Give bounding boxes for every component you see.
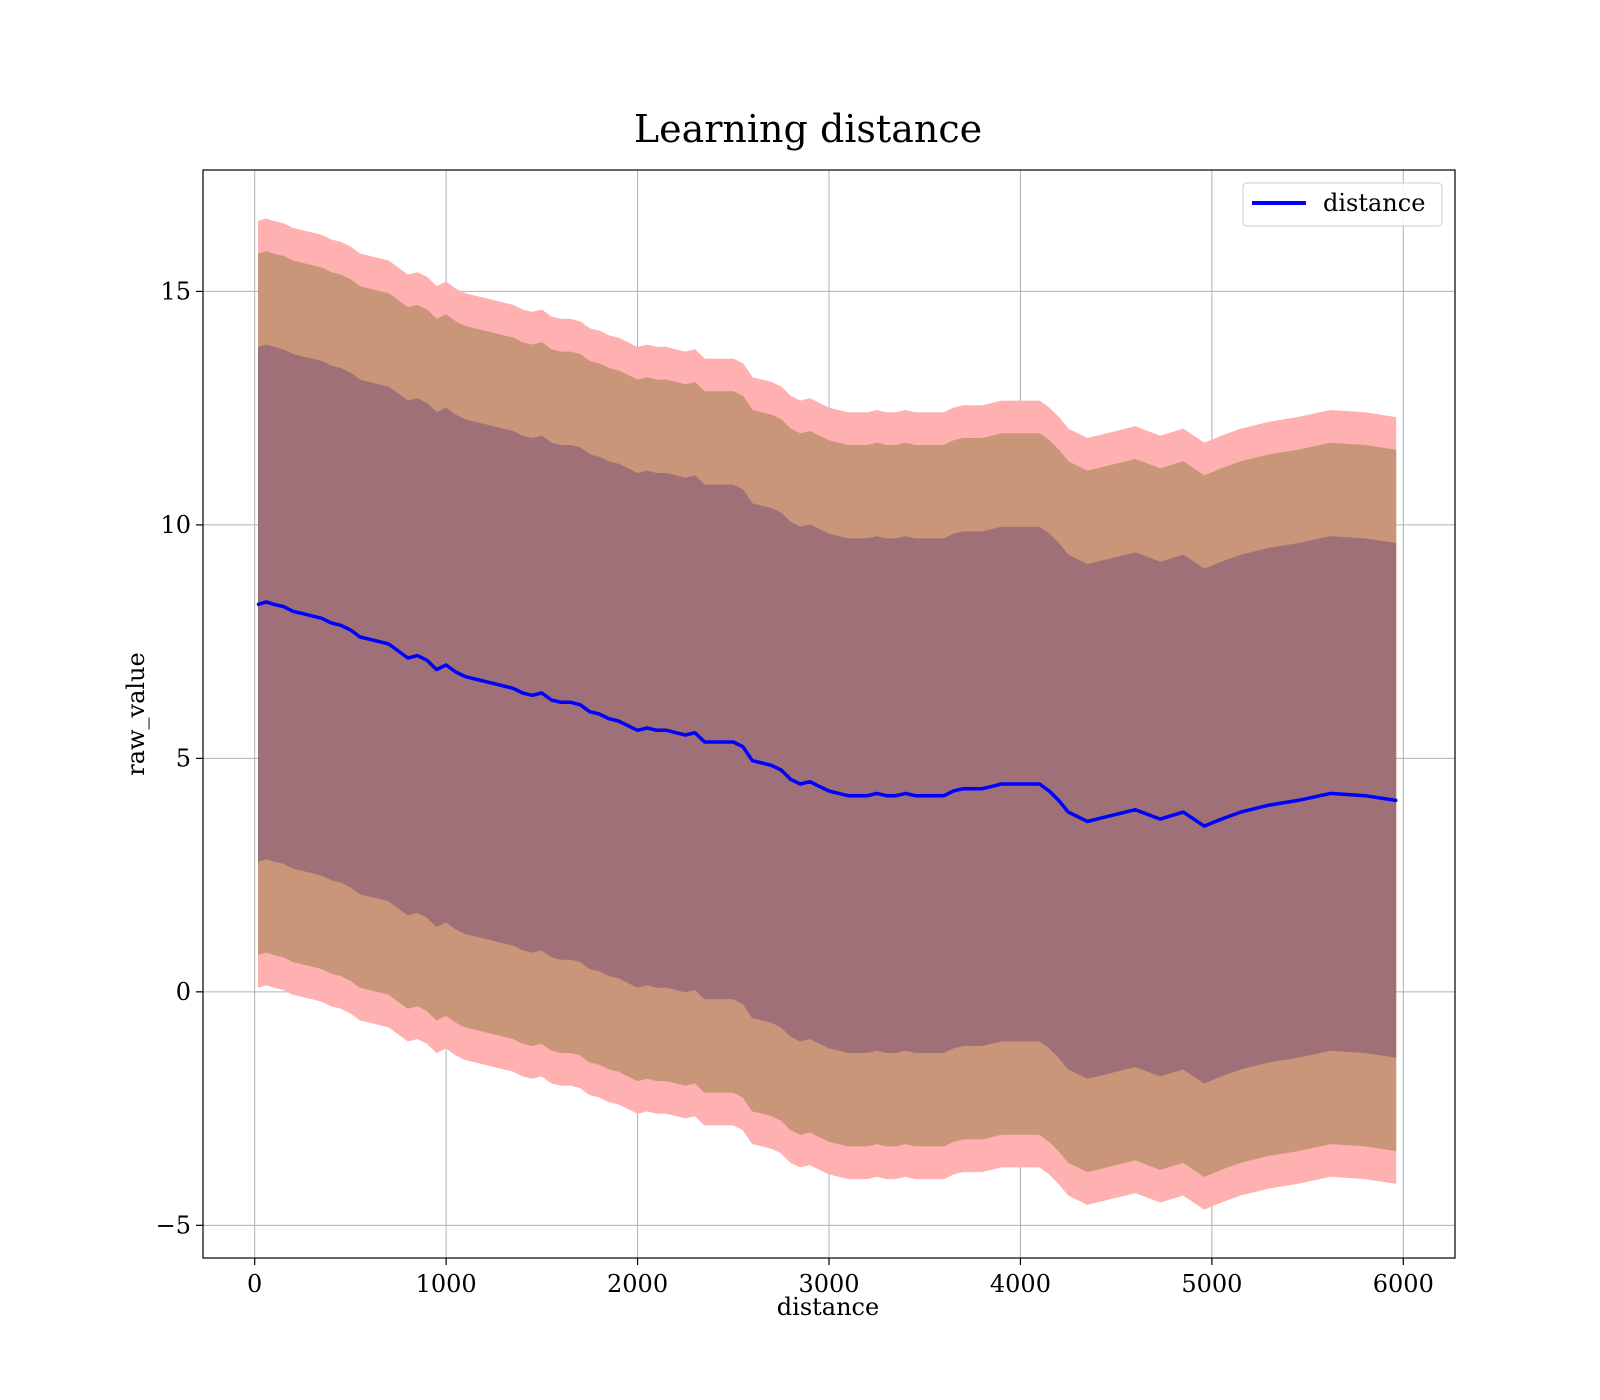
series-line-distance: [256, 600, 1398, 828]
x-tick-label: 1000: [416, 1270, 477, 1298]
x-tick-label: 0: [247, 1270, 262, 1298]
y-axis-ticks: −5 0 5 10 15: [156, 277, 203, 1239]
x-tick-label: 6000: [1373, 1270, 1434, 1298]
y-tick-label: 0: [176, 978, 191, 1006]
x-tick-label: 4000: [990, 1270, 1051, 1298]
y-tick-label: 10: [160, 511, 191, 539]
series-lines: [256, 600, 1398, 828]
y-tick-label: −5: [156, 1211, 191, 1239]
legend-box: [1242, 182, 1443, 227]
x-tick-label: 3000: [798, 1270, 859, 1298]
legend: distance: [1242, 182, 1443, 227]
x-axis-ticks: 0 1000 2000 3000 4000 5000 6000: [247, 1258, 1434, 1298]
x-axis-label: distance: [777, 1293, 879, 1321]
band-inner: [258, 344, 1397, 1084]
y-axis-label: raw_value: [122, 652, 150, 776]
legend-entry-distance: distance: [1323, 189, 1425, 217]
x-tick-label: 5000: [1181, 1270, 1242, 1298]
y-tick-label: 5: [176, 744, 191, 772]
chart-title: Learning distance: [634, 107, 982, 151]
y-tick-label: 15: [160, 277, 191, 305]
x-tick-label: 2000: [607, 1270, 668, 1298]
confidence-bands: [258, 218, 1397, 1210]
